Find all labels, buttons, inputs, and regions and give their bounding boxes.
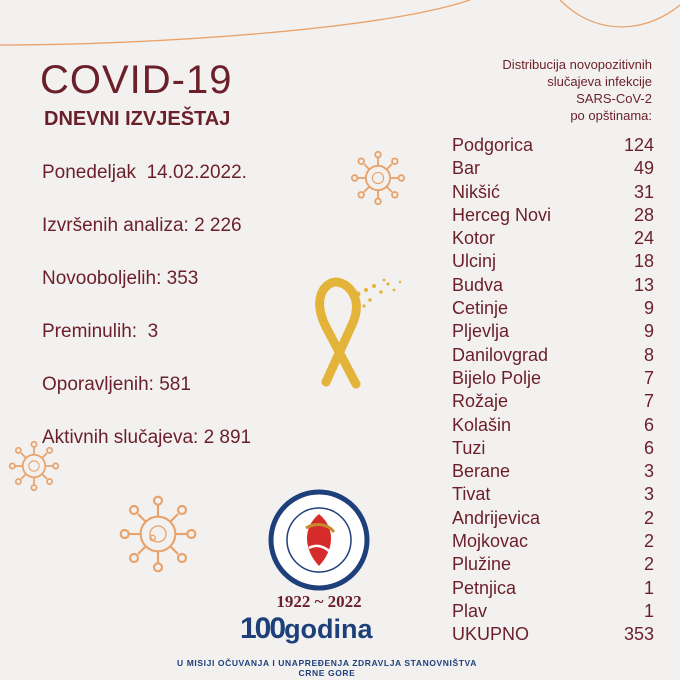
anniversary-number: 100 (240, 612, 286, 645)
date-line: Ponedeljak 14.02.2022. (42, 162, 247, 183)
table-row: Podgorica 124 (452, 134, 654, 157)
municipality-name: Plav (452, 600, 488, 621)
municipality-name: Rožaje (452, 391, 509, 412)
awareness-ribbon-icon (315, 277, 402, 389)
municipality-count: 49 (633, 158, 654, 179)
tests-line: Izvršenih analiza: 2 226 (42, 215, 242, 236)
distribution-header-line: Distribucija novopozitivnih (502, 57, 652, 72)
table-row: Tivat 3 (452, 483, 654, 506)
municipality-count: 2 (643, 531, 654, 552)
anniversary-badge: 100godina (240, 612, 373, 646)
municipality-name: Herceg Novi (452, 204, 552, 225)
municipality-table: Podgorica 124 Bar 49 Nikšić 31 Herceg Novi 2… (452, 134, 654, 647)
distribution-header-line: slučajeva infekcije (547, 74, 652, 89)
municipality-count: 28 (633, 204, 654, 225)
total-label: UKUPNO (452, 624, 530, 645)
institute-motto: U MISIJI OČUVANJA I UNAPREĐENJA ZDRAVLJA… (177, 658, 477, 678)
municipality-name: Bijelo Polje (452, 367, 542, 388)
municipality-name: Plužine (452, 554, 512, 575)
municipality-count: 3 (643, 484, 654, 505)
new-cases-line: Novooboljelih: 353 (42, 268, 199, 289)
table-row: Tuzi 6 (452, 437, 654, 460)
table-row: Kotor 24 (452, 227, 654, 250)
table-row: Bar 49 (452, 157, 654, 180)
virus-icon (8, 440, 60, 492)
municipality-count: 2 (643, 507, 654, 528)
municipality-count: 13 (633, 274, 654, 295)
municipality-count: 8 (643, 344, 654, 365)
stats-list: Ponedeljak 14.02.2022. Izvršenih analiza… (42, 162, 251, 480)
municipality-count: 1 (643, 577, 654, 598)
municipality-name: Nikšić (452, 181, 500, 202)
institute-logo (268, 489, 370, 591)
municipality-count: 1 (643, 600, 654, 621)
table-row: Berane 3 (452, 460, 654, 483)
municipality-count: 6 (643, 414, 654, 435)
municipality-name: Berane (452, 461, 511, 482)
table-row: Petnjica 1 (452, 577, 654, 600)
table-row: Herceg Novi 28 (452, 204, 654, 227)
report-subtitle: DNEVNI IZVJEŠTAJ (44, 108, 231, 130)
municipality-count: 18 (633, 251, 654, 272)
anniversary-word: godina (284, 614, 373, 644)
municipality-name: Pljevlja (452, 321, 510, 342)
municipality-name: Kolašin (452, 414, 512, 435)
table-row: Danilovgrad 8 (452, 344, 654, 367)
total-count: 353 (623, 624, 654, 645)
municipality-name: Mojkovac (452, 531, 529, 552)
municipality-name: Kotor (452, 228, 496, 249)
municipality-name: Tuzi (452, 437, 486, 458)
municipality-name: Bar (452, 158, 481, 179)
municipality-count: 2 (643, 554, 654, 575)
municipality-name: Ulcinj (452, 251, 497, 272)
municipality-name: Cetinje (452, 298, 509, 319)
municipality-count: 7 (643, 367, 654, 388)
deaths-line: Preminulih: 3 (42, 321, 159, 342)
table-row: Pljevlja 9 (452, 320, 654, 343)
total-row: UKUPNO 353 (452, 623, 654, 646)
municipality-count: 31 (633, 181, 654, 202)
municipality-count: 124 (623, 135, 654, 155)
table-row: Nikšić 31 (452, 181, 654, 204)
table-row: Rožaje 7 (452, 390, 654, 413)
table-row: Cetinje 9 (452, 297, 654, 320)
distribution-header-line: po opštinama: (570, 108, 652, 123)
municipality-name: Budva (452, 274, 504, 295)
municipality-name: Petnjica (452, 577, 517, 598)
table-row: Budva 13 (452, 274, 654, 297)
municipality-name: Danilovgrad (452, 344, 549, 365)
distribution-header: Distribucija novopozitivnih slučajeva in… (392, 56, 652, 124)
municipality-count: 6 (643, 437, 654, 458)
table-row: Kolašin 6 (452, 414, 654, 437)
municipality-name: Tivat (452, 484, 491, 505)
municipality-count: 9 (643, 321, 654, 342)
recovered-line: Oporavljenih: 581 (42, 374, 191, 395)
municipality-count: 3 (643, 461, 654, 482)
table-row: Bijelo Polje 7 (452, 367, 654, 390)
municipality-name: Andrijevica (452, 507, 541, 528)
municipality-count: 7 (643, 391, 654, 412)
table-row: Andrijevica 2 (452, 507, 654, 530)
municipality-count: 24 (633, 228, 654, 249)
municipality-count: 9 (643, 298, 654, 319)
distribution-header-line: SARS-CoV-2 (576, 91, 652, 106)
table-row: Mojkovac 2 (452, 530, 654, 553)
virus-icon (350, 150, 406, 206)
table-row: Ulcinj 18 (452, 250, 654, 273)
report-title: COVID-19 (40, 58, 233, 102)
table-row: Plav 1 (452, 600, 654, 623)
virus-icon (119, 495, 197, 573)
anniversary-years: 1922 ~ 2022 (276, 592, 362, 611)
table-row: Plužine 2 (452, 553, 654, 576)
active-cases-line: Aktivnih slučajeva: 2 891 (42, 427, 252, 448)
municipality-name: Podgorica (452, 135, 534, 155)
